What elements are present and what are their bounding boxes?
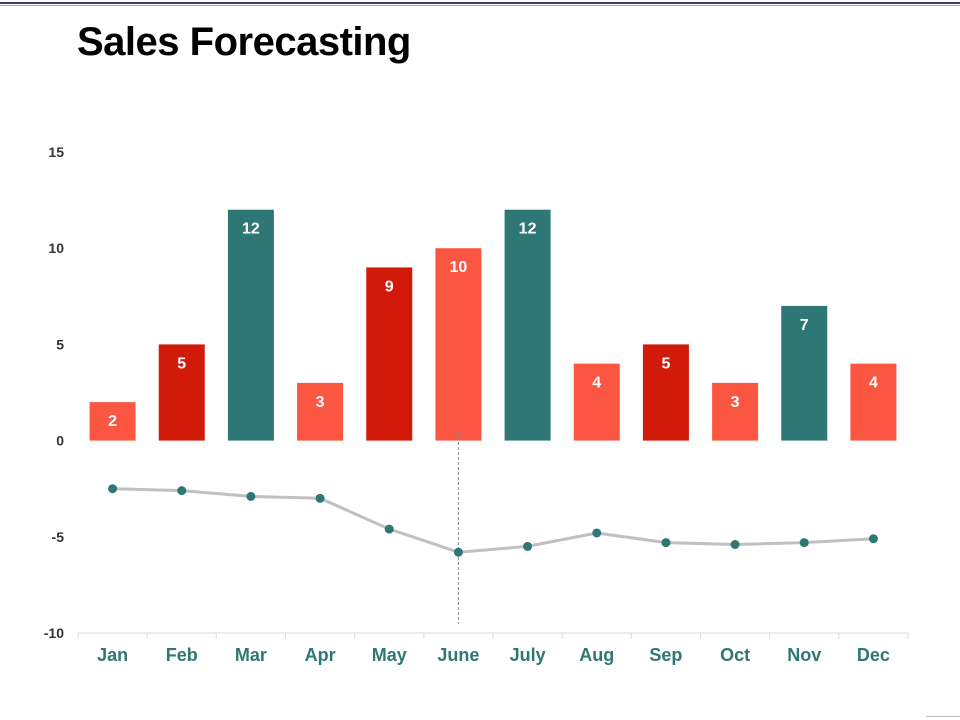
trend-point-may — [384, 524, 394, 534]
bar-data-labels: 2 5 12 3 9 10 12 4 5 3 7 4 — [108, 221, 878, 430]
bar-jan — [89, 402, 136, 441]
x-tick-label: Jan — [97, 645, 128, 665]
trend-point-june — [453, 547, 463, 557]
y-axis: 15 10 5 0 -5 -10 — [44, 144, 64, 641]
trend-line — [111, 487, 875, 554]
bar-value-label: 5 — [177, 355, 186, 372]
x-tick-label: Nov — [787, 645, 821, 665]
bar-value-label: 4 — [592, 375, 601, 392]
x-tick-label: Aug — [579, 645, 614, 665]
x-tick-label: Oct — [720, 645, 750, 665]
top-border-thin-line — [0, 5, 960, 6]
bar-value-label: 12 — [242, 221, 260, 238]
y-tick-label: 10 — [48, 240, 64, 256]
x-tick-label: Mar — [235, 645, 267, 665]
bar-value-label: 3 — [316, 394, 325, 411]
bar-apr — [297, 382, 344, 441]
x-tick-label: May — [372, 645, 407, 665]
bar-value-label: 3 — [731, 394, 740, 411]
x-tick-label: June — [437, 645, 479, 665]
bar-mar — [227, 209, 274, 441]
y-tick-label: -5 — [52, 529, 65, 545]
y-tick-label: 0 — [56, 433, 64, 449]
bar-value-label: 5 — [661, 355, 670, 372]
bar-july — [504, 209, 551, 441]
trend-point-dec — [868, 534, 878, 544]
y-tick-label: 5 — [56, 336, 64, 352]
trend-point-mar — [246, 491, 256, 501]
bar-value-label: 4 — [869, 375, 878, 392]
bar-sep — [642, 344, 689, 441]
trend-point-july — [523, 541, 533, 551]
bar-value-label: 2 — [108, 413, 117, 430]
bar-value-label: 7 — [800, 317, 809, 334]
x-tick-label: Feb — [166, 645, 198, 665]
trend-point-nov — [799, 538, 809, 548]
corner-mark — [926, 716, 960, 717]
x-tick-label: Apr — [305, 645, 336, 665]
y-tick-label: -10 — [44, 625, 64, 641]
trend-point-aug — [592, 528, 602, 538]
y-tick-label: 15 — [48, 144, 64, 160]
bar-aug — [573, 363, 620, 441]
bar-dec — [850, 363, 897, 441]
x-tick-label: Dec — [857, 645, 890, 665]
trend-point-feb — [177, 486, 187, 496]
x-axis: Jan Feb Mar Apr May June July Aug Sep Oct Nov Dec — [77, 632, 909, 665]
trend-point-oct — [730, 539, 740, 549]
bar-june — [435, 248, 482, 441]
bar-feb — [158, 344, 205, 441]
bar-value-label: 12 — [519, 221, 537, 238]
top-border — [0, 0, 960, 7]
page-title: Sales Forecasting — [77, 20, 411, 64]
trend-line-series — [108, 484, 878, 557]
x-tick-label: Sep — [649, 645, 682, 665]
x-tick-label: July — [510, 645, 546, 665]
bar-value-label: 10 — [450, 259, 468, 276]
bar-oct — [712, 382, 759, 441]
trend-point-jan — [108, 484, 118, 494]
bar-series — [89, 209, 897, 441]
top-border-line — [0, 2, 960, 4]
bar-value-label: 9 — [385, 278, 394, 295]
trend-point-apr — [315, 493, 325, 503]
bar-nov — [781, 305, 828, 441]
bar-may — [366, 267, 413, 441]
trend-point-sep — [661, 538, 671, 548]
